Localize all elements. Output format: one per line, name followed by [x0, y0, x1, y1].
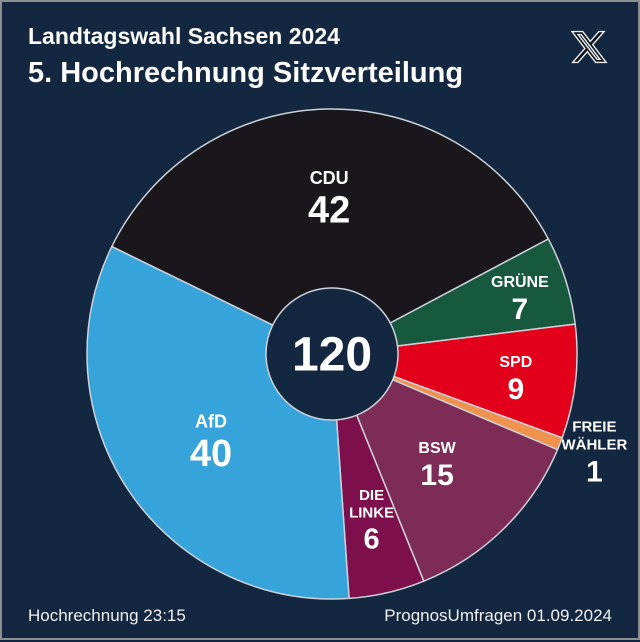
title-election: Landtagswahl Sachsen 2024	[28, 23, 340, 49]
party-name-label: SPD	[499, 354, 532, 371]
title-projection: 5. Hochrechnung Sitzverteilung	[28, 56, 464, 89]
donut-slice-cdu	[111, 108, 550, 326]
slice-label-bsw: BSW 15	[418, 440, 456, 492]
footer-source-date: PrognosUmfragen 01.09.2024	[384, 606, 612, 625]
party-seats-value: 40	[190, 433, 232, 475]
slice-label-spd: SPD 9	[499, 354, 532, 406]
donut-slice-afd	[86, 245, 350, 600]
party-name-label: GRÜNE	[491, 272, 549, 291]
party-name-label: CDU	[310, 168, 349, 188]
party-seats-value: 9	[507, 373, 524, 406]
party-seats-value: 42	[308, 189, 350, 231]
total-seats-label: 120	[292, 329, 372, 382]
donut-slice-bsw	[355, 379, 559, 582]
party-name-label: WÄHLER	[561, 436, 627, 453]
party-seats-value: 6	[364, 524, 380, 556]
party-name-label: FREIE	[572, 419, 616, 436]
party-name-label: AfD	[195, 412, 227, 432]
footer: Hochrechnung 23:15 PrognosUmfragen 01.09…	[28, 606, 612, 626]
party-name-label: BSW	[418, 440, 456, 457]
party-name-label: DIE	[359, 487, 384, 504]
x-logo-icon	[570, 30, 608, 64]
party-seats-value: 15	[420, 459, 453, 492]
chart-header: Landtagswahl Sachsen 2024 5. Hochrechnun…	[28, 22, 463, 91]
footer-projection-time: Hochrechnung 23:15	[28, 606, 186, 625]
party-seats-value: 7	[512, 293, 529, 326]
slice-label-grüne: GRÜNE 7	[491, 272, 549, 326]
party-name-label: LINKE	[349, 505, 394, 522]
party-seats-value: 1	[586, 455, 603, 488]
